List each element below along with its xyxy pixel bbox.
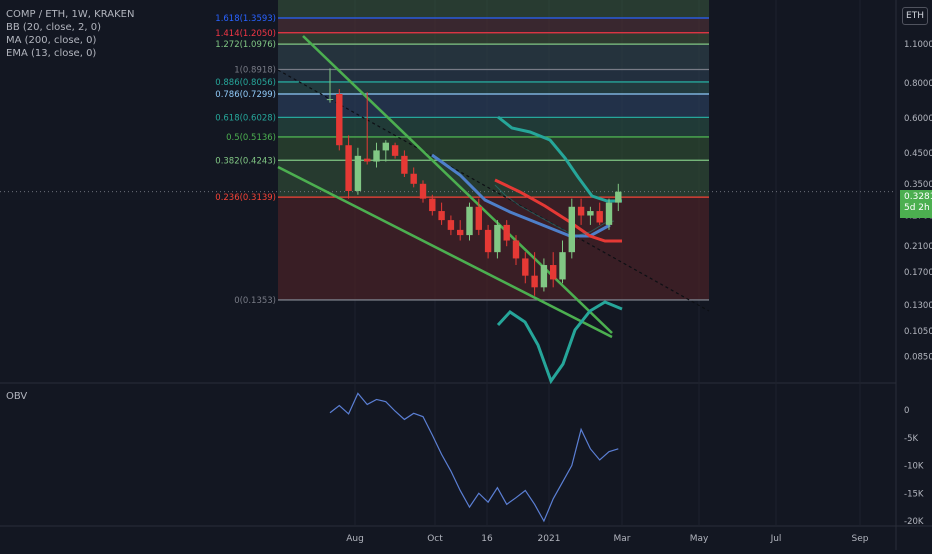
candle-body — [466, 206, 473, 236]
candle-body — [568, 206, 575, 253]
candle-body — [531, 275, 538, 288]
fib-level-label: 1.618(1.3593) — [215, 14, 276, 24]
fib-level-label: 1(0.8918) — [234, 66, 276, 76]
fib-zone — [278, 197, 709, 300]
candle-body — [419, 183, 427, 199]
fib-level-label: 1.414(1.2050) — [215, 29, 276, 39]
candle-body — [512, 240, 520, 259]
fib-level-label: 0.786(0.7299) — [215, 90, 276, 100]
bollinger-upper-band — [497, 115, 622, 203]
candle-body — [540, 265, 548, 288]
candle-body — [587, 211, 594, 216]
countdown-value: 5d 2h — [904, 203, 930, 213]
time-axis-tick: Aug — [346, 534, 364, 544]
indicator-legend: COMP / ETH, 1W, KRAKEN BB (20, close, 2,… — [6, 8, 134, 60]
candle-body — [429, 198, 436, 212]
price-axis-tick: 0.1300 — [904, 301, 932, 311]
candle-body — [447, 220, 455, 230]
fib-level-label: 0.5(0.5136) — [226, 133, 276, 143]
price-axis-tick: 0.4500 — [904, 149, 932, 159]
time-axis-tick: Mar — [614, 534, 631, 544]
fib-zone-top — [278, 0, 709, 19]
price-axis-tick: 0.6000 — [904, 114, 932, 124]
price-axis-tick: 0.8000 — [904, 79, 932, 89]
obv-axis-tick: -20K — [904, 517, 924, 527]
candle-body — [484, 229, 492, 253]
fib-level-label: 0(0.1353) — [234, 296, 276, 306]
candle-body — [382, 142, 389, 151]
price-axis-tick: 0.3500 — [904, 180, 932, 190]
time-axis-tick: Oct — [427, 534, 443, 544]
candle-body — [522, 258, 529, 276]
obv-axis-tick: -15K — [904, 489, 924, 499]
fib-level-label: 0.236(0.3139) — [215, 193, 276, 203]
legend-ema[interactable]: EMA (13, close, 0) — [6, 48, 97, 59]
obv-axis-tick: 0 — [904, 406, 909, 416]
price-axis-tick: 0.2100 — [904, 242, 932, 252]
candle-body — [503, 224, 510, 241]
price-axis-tick: 0.1700 — [904, 268, 932, 278]
time-axis-tick: 2021 — [538, 534, 561, 544]
fib-zone — [278, 32, 709, 45]
time-axis-tick: 16 — [481, 534, 493, 544]
currency-badge[interactable]: ETH — [902, 7, 928, 25]
legend-ma[interactable]: MA (200, close, 0) — [6, 35, 97, 46]
symbol-title[interactable]: COMP / ETH, 1W, KRAKEN — [6, 9, 135, 20]
candle-body — [326, 99, 334, 101]
price-axis-tick: 0.0850 — [904, 353, 932, 363]
price-axis-tick: 1.1000 — [904, 40, 932, 50]
candle-body — [391, 145, 399, 156]
fib-zone — [278, 81, 709, 95]
candle-body — [373, 150, 380, 162]
last-price-value: 0.3281 — [904, 192, 932, 202]
fib-level-label: 0.618(0.6028) — [215, 113, 276, 123]
fib-zone — [278, 94, 709, 118]
obv-line — [329, 392, 619, 523]
candle-body — [364, 158, 371, 162]
candle-body — [345, 145, 352, 191]
last-price-tag: 0.3281 5d 2h — [900, 190, 932, 218]
obv-axis-tick: -5K — [904, 434, 918, 444]
bollinger-lower-band — [496, 300, 623, 385]
candle-body — [336, 93, 343, 146]
fib-level-label: 1.272(1.0976) — [215, 40, 276, 50]
trendline-upper — [302, 35, 613, 334]
fib-zone — [278, 136, 709, 161]
candle-body — [457, 229, 464, 236]
candle-body — [615, 191, 622, 203]
fib-zone — [278, 44, 709, 70]
obv-axis-tick: -10K — [904, 462, 924, 472]
candle-body — [550, 265, 557, 280]
bollinger-basis — [494, 184, 615, 237]
candle-body — [410, 173, 417, 184]
trendline-lower — [277, 165, 613, 339]
fib-zone — [278, 69, 709, 82]
candle-body — [494, 224, 501, 253]
time-axis-tick: Sep — [852, 534, 869, 544]
fib-zone — [278, 117, 709, 137]
ma-200-line — [277, 69, 710, 312]
candle-body — [475, 206, 482, 230]
candle-body — [596, 211, 603, 223]
price-axis-tick: 0.1050 — [904, 327, 932, 337]
fib-zone — [278, 18, 709, 33]
fib-level-label: 0.382(0.4243) — [215, 156, 276, 166]
time-axis-tick: May — [690, 534, 709, 544]
obv-title[interactable]: OBV — [6, 391, 28, 402]
candle-body — [438, 211, 445, 221]
candle-body — [577, 206, 585, 216]
candle-body — [605, 202, 613, 225]
legend-bb[interactable]: BB (20, close, 2, 0) — [6, 22, 101, 33]
candle-body — [559, 252, 566, 280]
candle-body — [401, 155, 408, 174]
ma-line — [431, 153, 611, 238]
fib-level-label: 0.886(0.8056) — [215, 78, 276, 88]
time-axis-tick: Jul — [770, 534, 782, 544]
candle-body — [354, 155, 362, 191]
